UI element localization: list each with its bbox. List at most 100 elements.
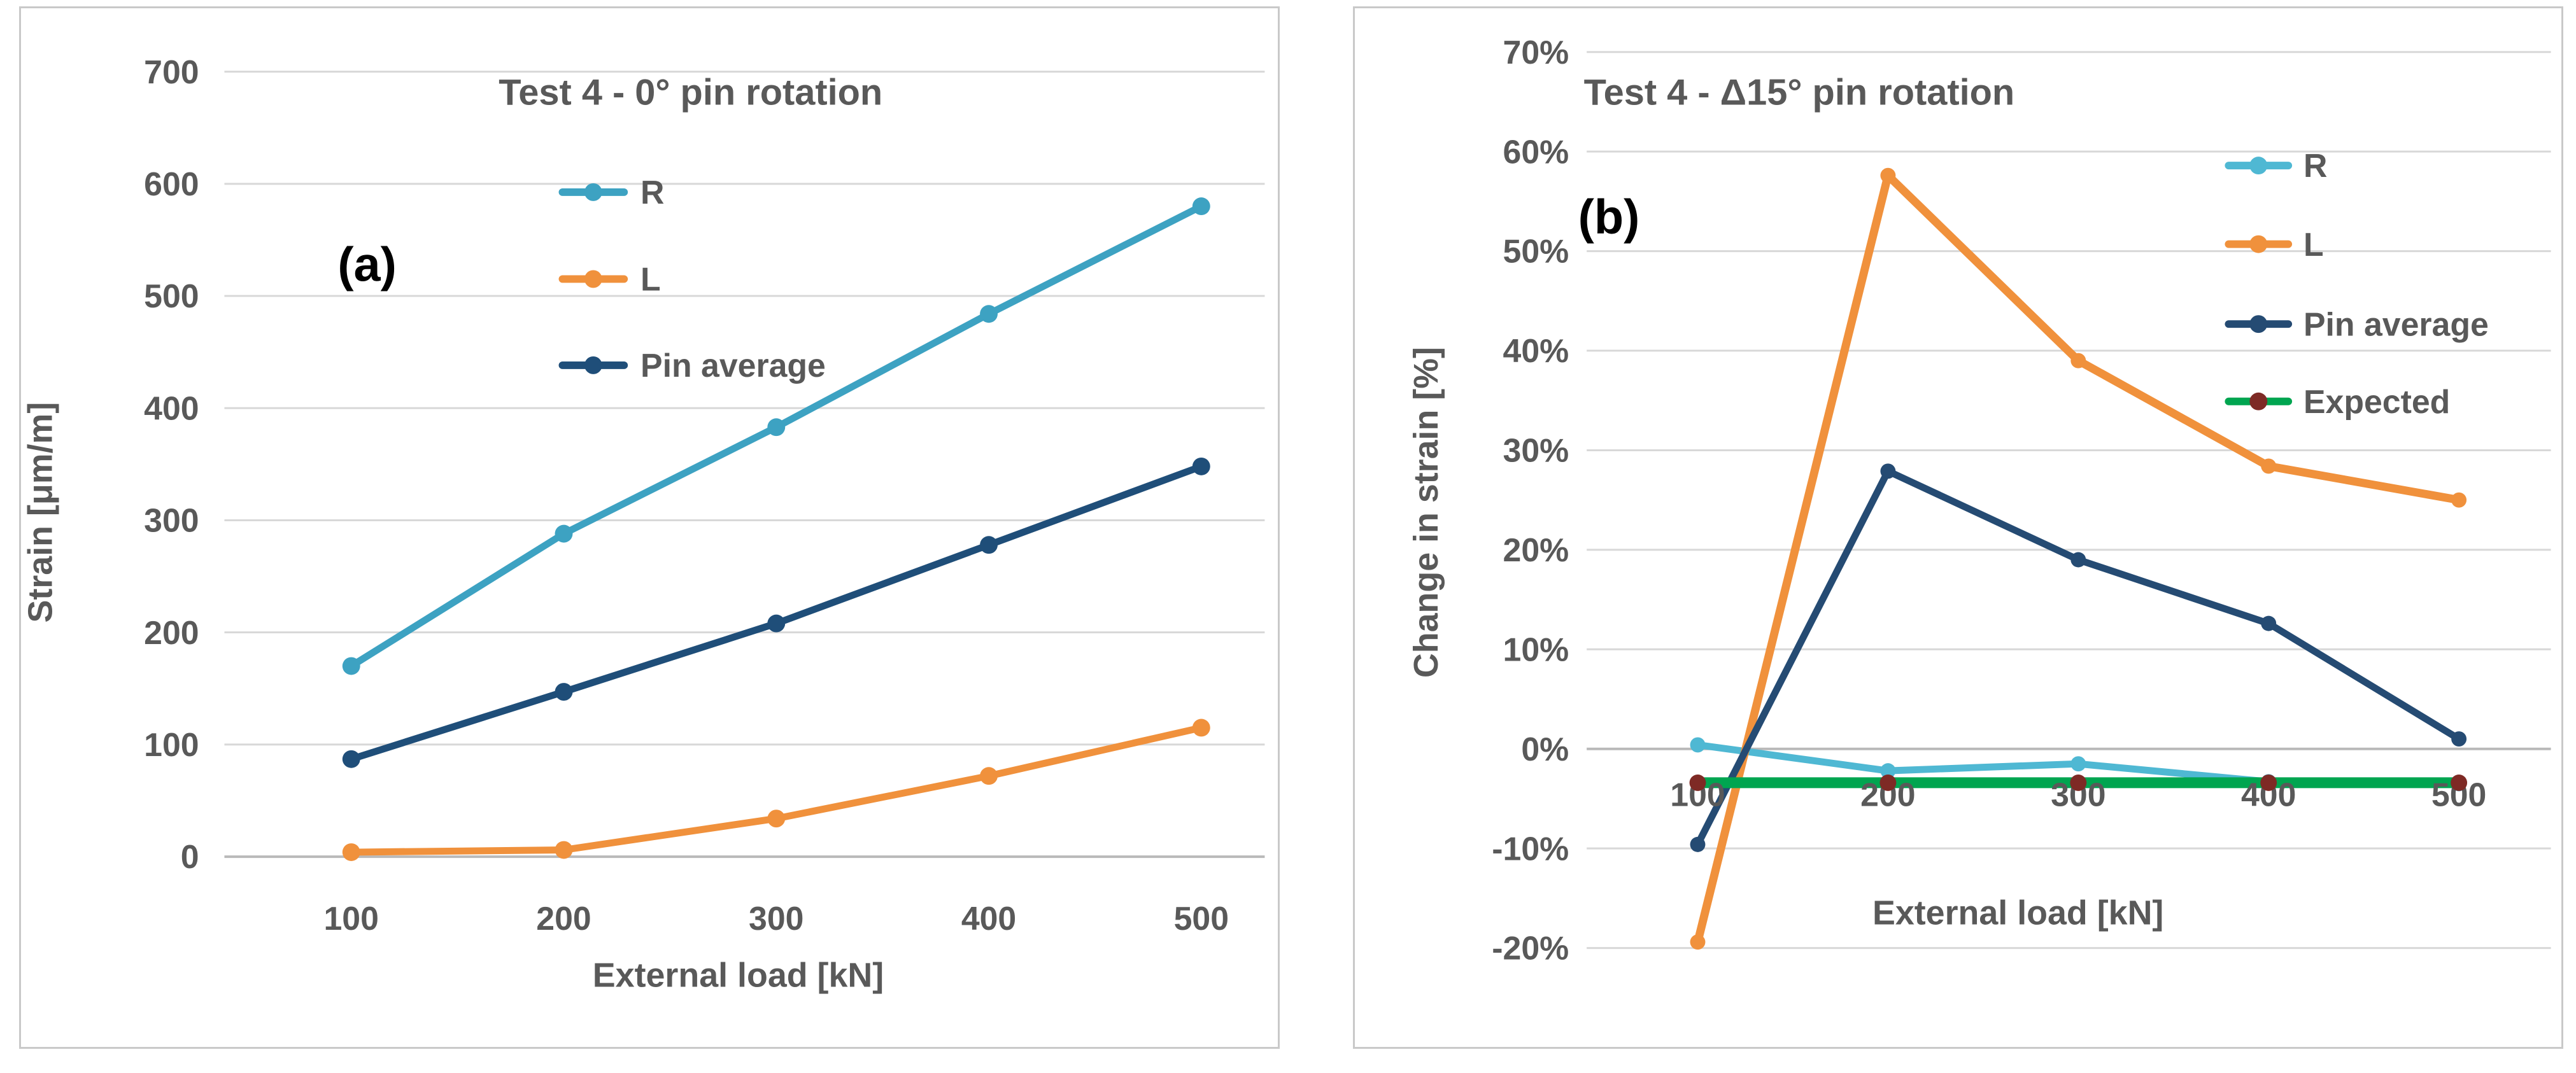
legend-item-Pin average: Pin average xyxy=(558,347,826,384)
data-point-Expected xyxy=(1689,774,1706,791)
gridlines xyxy=(224,71,1265,859)
legend-label: L xyxy=(640,261,661,298)
x-tick-label: 500 xyxy=(1174,900,1229,937)
y-tick-label: 30% xyxy=(1503,432,1569,469)
data-point-Pin average xyxy=(2070,552,2086,568)
legend-marker xyxy=(2249,157,2268,175)
data-point-Pin average xyxy=(980,536,998,554)
chart-title: Test 4 - 0° pin rotation xyxy=(499,72,882,113)
x-tick-label: 100 xyxy=(324,900,379,937)
y-axis-title: Change in strain [%] xyxy=(1407,347,1445,678)
y-tick-label: 0% xyxy=(1521,731,1569,768)
legend-label: R xyxy=(2304,147,2327,184)
legend-item-L: L xyxy=(558,261,661,298)
legend-label: Expected xyxy=(2304,383,2450,420)
y-axis-tick-labels: -20% -10% 0% 10% 20% 30% 40% 50% 60% 70% xyxy=(1492,34,1569,967)
data-point-R xyxy=(555,524,573,543)
data-point-Pin average xyxy=(555,683,573,701)
data-point-Pin average xyxy=(342,750,360,768)
series-markers-Expected xyxy=(1689,774,2468,791)
legend-label: L xyxy=(2304,226,2324,263)
data-point-Pin average xyxy=(2451,731,2467,747)
data-point-L xyxy=(767,810,786,828)
y-tick-label: 400 xyxy=(144,389,199,426)
data-point-Pin average xyxy=(1192,457,1210,475)
data-point-L xyxy=(980,767,998,785)
series-markers-Pin average xyxy=(342,457,1210,768)
series-markers-L xyxy=(1690,167,2467,950)
legend: R L Pin average Expected xyxy=(2225,147,2489,420)
data-point-Expected xyxy=(2070,774,2087,791)
legend-item-L: L xyxy=(2225,226,2324,263)
data-point-R xyxy=(980,305,998,323)
legend-item-Expected: Expected xyxy=(2225,383,2450,420)
legend-marker xyxy=(2249,235,2268,253)
data-point-Expected xyxy=(1879,774,1897,791)
data-point-R xyxy=(1192,197,1210,216)
x-axis-title: External load [kN] xyxy=(593,956,884,994)
y-tick-label: 600 xyxy=(144,165,199,202)
y-axis-tick-labels: 0 100 200 300 400 500 600 700 xyxy=(144,53,199,875)
data-point-R xyxy=(1880,763,1896,779)
data-point-Pin average xyxy=(767,614,786,633)
y-tick-label: 200 xyxy=(144,614,199,651)
legend-item-R: R xyxy=(558,174,664,211)
data-point-R xyxy=(1690,737,1706,753)
legend-label: Pin average xyxy=(2304,305,2489,342)
data-point-L xyxy=(1880,167,1896,183)
legend-marker xyxy=(2249,315,2268,333)
data-point-Pin average xyxy=(1880,463,1896,479)
y-tick-label: 60% xyxy=(1503,133,1569,170)
y-tick-label: 0 xyxy=(181,838,199,875)
panel-letter: (a) xyxy=(337,237,397,291)
legend-label: Pin average xyxy=(640,347,826,384)
series-line-L xyxy=(348,724,1205,856)
x-axis-title: External load [kN] xyxy=(1872,894,2163,932)
data-point-Pin average xyxy=(1690,836,1706,852)
y-tick-label: 100 xyxy=(144,726,199,763)
gridlines xyxy=(1587,51,2551,950)
legend-label: R xyxy=(640,174,664,211)
legend-item-R: R xyxy=(2225,147,2327,184)
legend-marker xyxy=(584,183,602,201)
y-tick-label: -10% xyxy=(1492,830,1569,867)
x-axis-tick-labels: 100 200 300 400 500 xyxy=(324,900,1229,937)
x-tick-label: 300 xyxy=(749,900,803,937)
x-tick-label: 200 xyxy=(536,900,591,937)
legend-marker xyxy=(2249,392,2268,410)
data-point-Pin average xyxy=(2261,615,2277,631)
chart-title: Test 4 - Δ15° pin rotation xyxy=(1584,72,2015,113)
series-markers-R xyxy=(342,197,1210,675)
legend-item-Pin average: Pin average xyxy=(2225,305,2489,342)
y-tick-label: 10% xyxy=(1503,631,1569,668)
chart-a-svg: 0 100 200 300 400 500 600 700 Test 4 - 0° pin ro… xyxy=(21,53,1265,994)
data-point-R xyxy=(2070,756,2086,772)
data-point-Expected xyxy=(2451,774,2468,791)
chart-panel-a: 0 100 200 300 400 500 600 700 Test 4 - 0° pin ro… xyxy=(19,6,1280,1049)
data-point-L xyxy=(2070,353,2086,368)
y-tick-label: 50% xyxy=(1503,233,1569,270)
y-tick-label: 300 xyxy=(144,502,199,539)
x-tick-label: 400 xyxy=(961,900,1016,937)
series-markers-Pin average xyxy=(1690,463,2467,852)
y-axis-title: Strain [μm/m] xyxy=(21,402,59,623)
data-point-Expected xyxy=(2260,774,2277,791)
y-tick-label: 20% xyxy=(1503,531,1569,568)
y-tick-label: 500 xyxy=(144,277,199,314)
legend: R L Pin average xyxy=(558,174,826,384)
series-line-R xyxy=(348,202,1205,670)
data-point-L xyxy=(2261,458,2277,474)
panel-letter: (b) xyxy=(1578,190,1640,244)
data-point-L xyxy=(1690,934,1706,950)
y-tick-label: 40% xyxy=(1503,332,1569,369)
chart-panel-b: -20% -10% 0% 10% 20% 30% 40% 50% 60% 70% Test 4 - … xyxy=(1353,6,2563,1049)
data-point-R xyxy=(767,418,786,437)
series-markers-L xyxy=(342,719,1210,861)
y-tick-label: -20% xyxy=(1492,930,1569,967)
legend-marker xyxy=(584,270,602,288)
data-point-L xyxy=(2451,492,2467,508)
data-point-L xyxy=(342,843,360,861)
data-point-L xyxy=(555,841,573,859)
chart-b-svg: -20% -10% 0% 10% 20% 30% 40% 50% 60% 70% Test 4 - … xyxy=(1407,34,2551,967)
